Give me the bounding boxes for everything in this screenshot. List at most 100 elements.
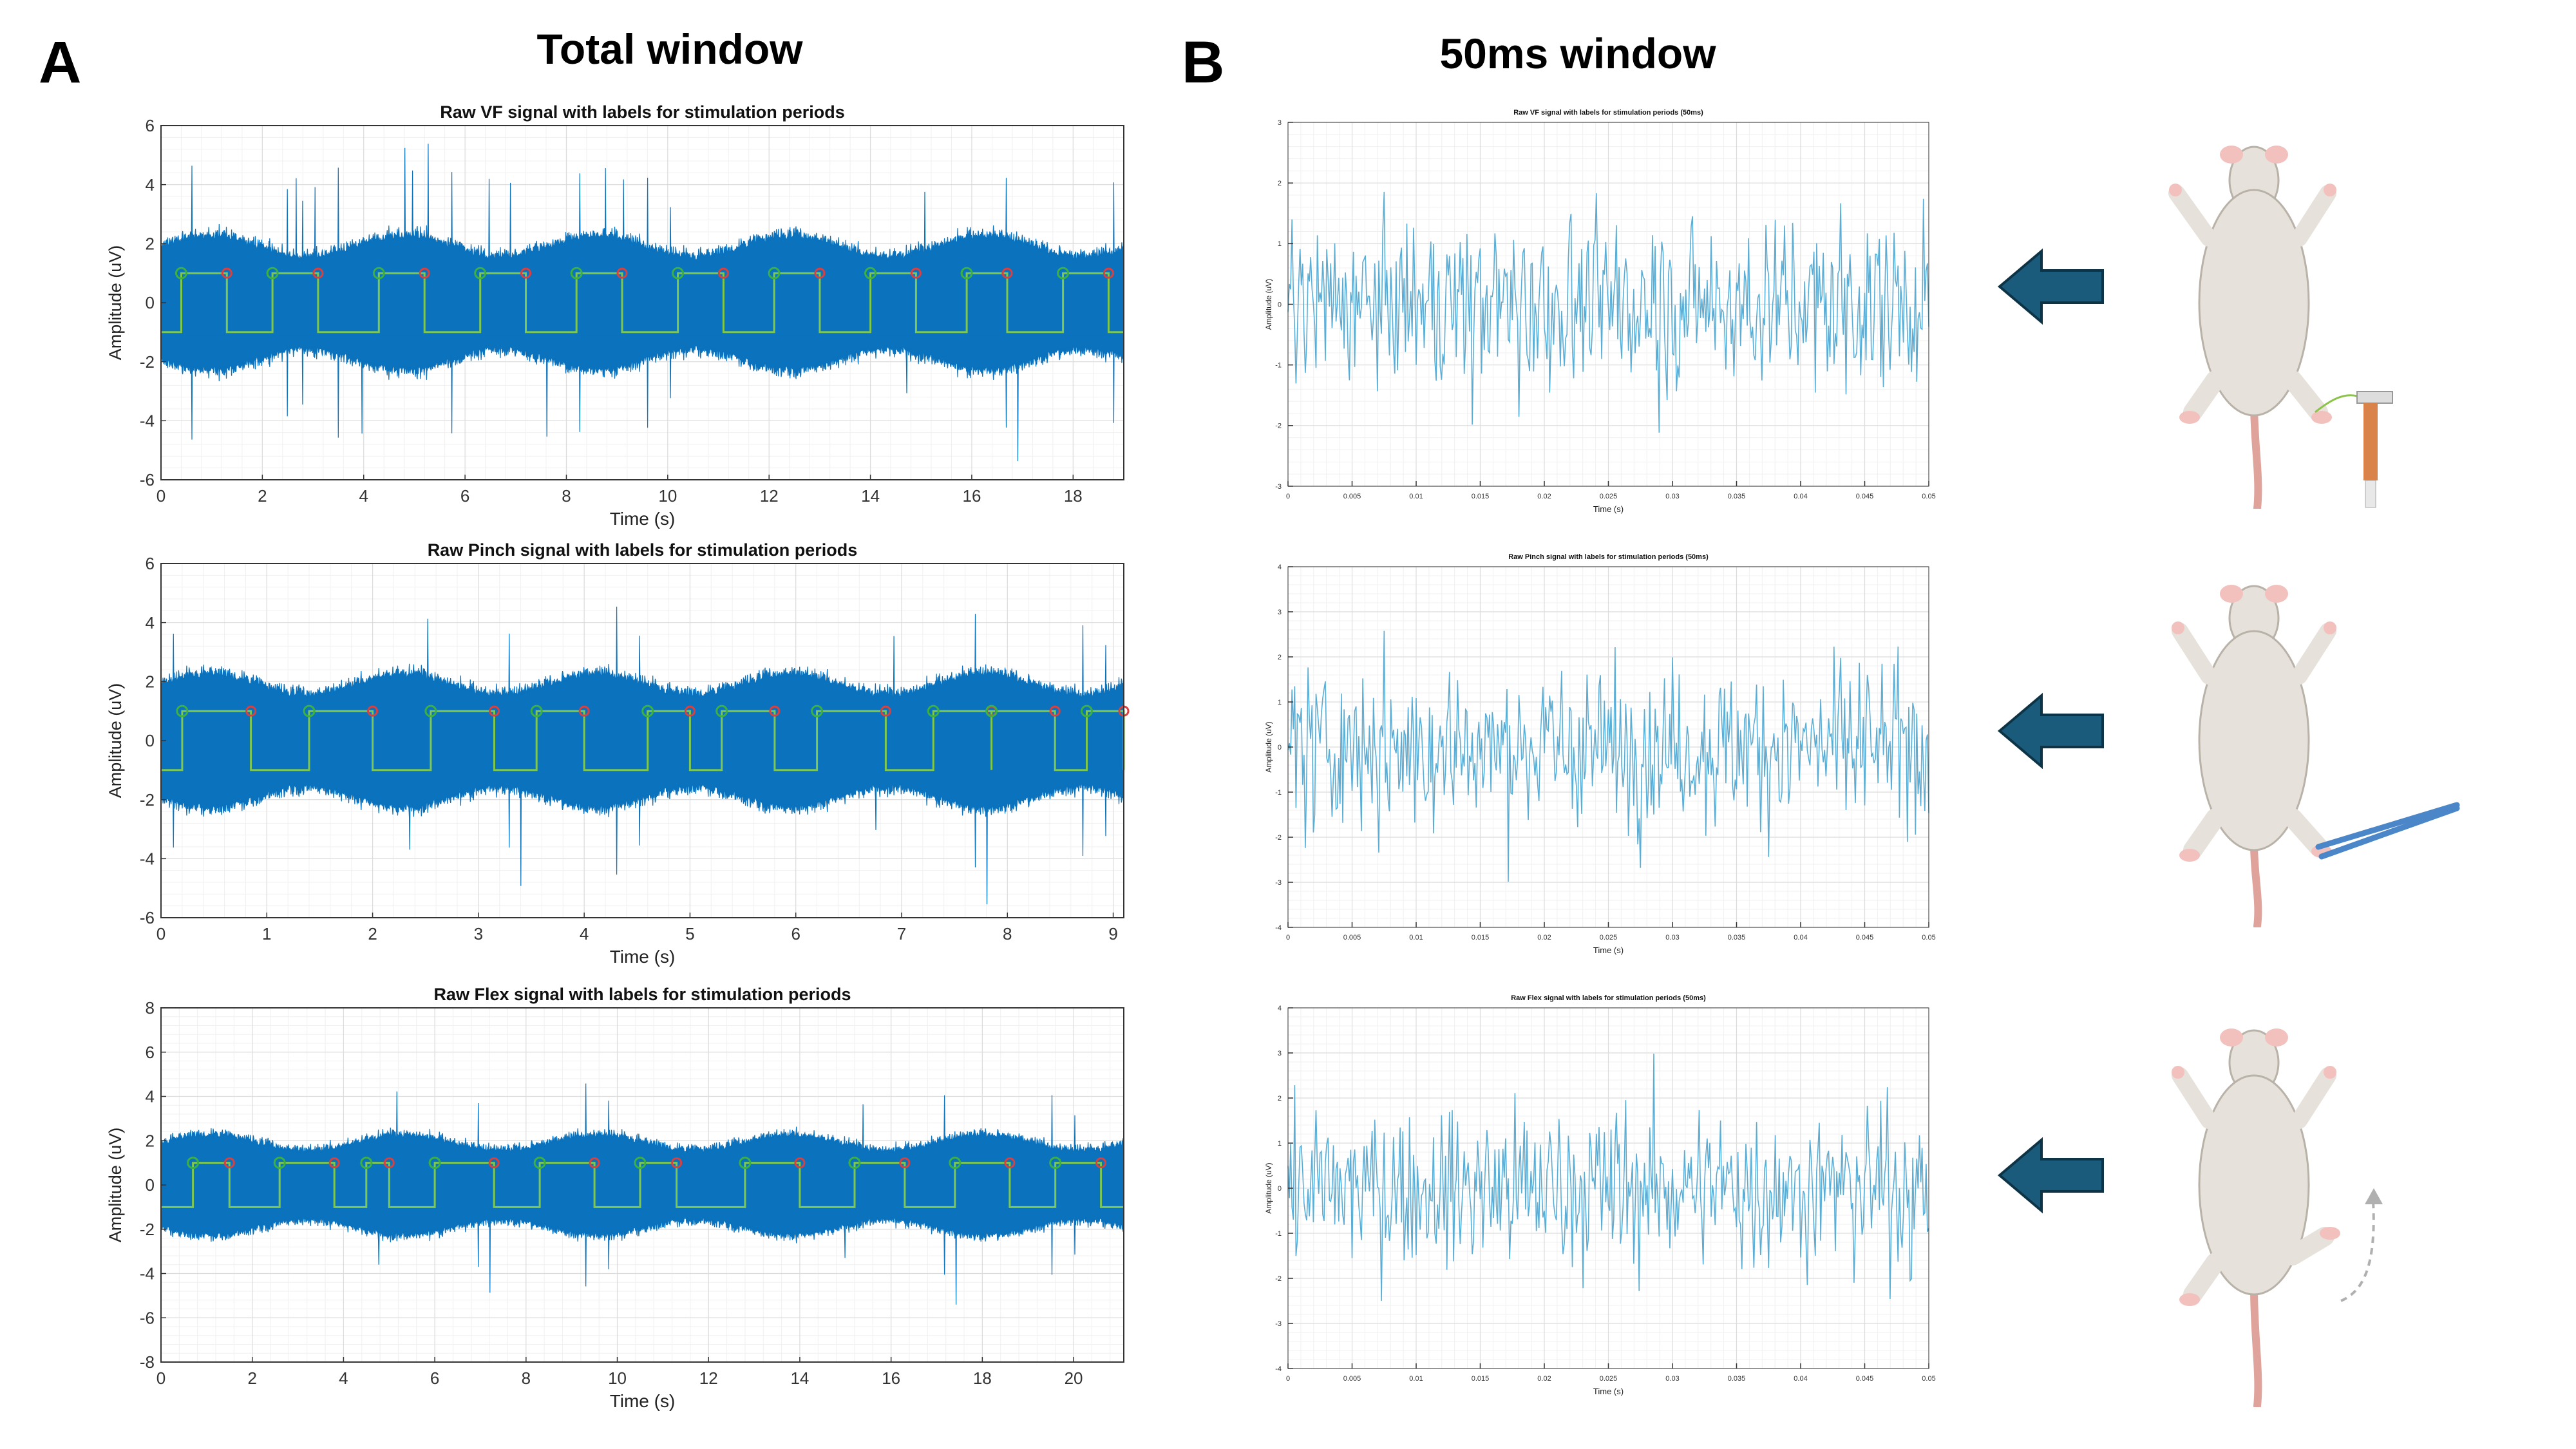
y-tick-label: 3 — [1278, 1050, 1282, 1057]
x-tick-label: 0.045 — [1856, 1375, 1874, 1383]
arrow-left-icon — [1997, 248, 2104, 325]
stim-start-marker — [641, 705, 654, 717]
stim-end-marker — [367, 705, 379, 717]
x-tick-label: 0.025 — [1600, 934, 1618, 942]
y-tick-label: 8 — [146, 998, 155, 1018]
x-tick-label: 0.035 — [1728, 934, 1746, 942]
x-tick-label: 1 — [262, 924, 271, 943]
plot-area — [161, 1008, 1124, 1362]
rat-with-flexed-hindlimb-icon — [2172, 1028, 2383, 1407]
stim-start-marker — [424, 705, 437, 717]
stim-end-marker — [1103, 267, 1114, 279]
stim-start-marker — [530, 705, 543, 717]
signal-core-band — [161, 1160, 1124, 1209]
stim-end-marker — [312, 267, 324, 279]
chart-title: Raw Flex signal with labels for stimulat… — [433, 985, 851, 1004]
panel-b-title: 50ms window — [1439, 30, 1716, 77]
x-tick-label: 4 — [339, 1368, 348, 1388]
x-tick-label: 16 — [882, 1368, 900, 1388]
stim-start-marker — [739, 1157, 752, 1170]
y-tick-label: -2 — [140, 352, 155, 372]
y-tick-label: 4 — [146, 613, 155, 632]
signal-trace — [1287, 1054, 1929, 1302]
y-tick-label: -4 — [1275, 924, 1282, 932]
x-tick-label: 0.04 — [1794, 1375, 1807, 1383]
x-tick-label: 0.05 — [1922, 1375, 1935, 1383]
stim-end-marker — [1095, 1157, 1107, 1169]
stim-end-marker — [1049, 705, 1061, 717]
y-axis-label: Amplitude (uV) — [106, 245, 125, 361]
stimulation-label-line — [161, 272, 1124, 334]
y-tick-label: -6 — [140, 908, 155, 927]
x-tick-label: 8 — [562, 486, 571, 506]
axes-box — [160, 1007, 1124, 1363]
signal-trace — [160, 606, 1124, 905]
axes-box — [1287, 566, 1929, 928]
x-tick-label: 0 — [1286, 1375, 1290, 1383]
stim-start-marker — [360, 1157, 373, 1170]
x-tick-label: 0.025 — [1600, 493, 1618, 500]
plot-area — [1288, 567, 1929, 927]
x-tick-label: 2 — [368, 924, 377, 943]
y-tick-label: -4 — [140, 849, 155, 868]
y-tick-label: -6 — [140, 1308, 155, 1327]
stim-end-marker — [899, 1157, 911, 1169]
stim-start-marker — [848, 1157, 861, 1170]
y-tick-label: -4 — [140, 1264, 155, 1283]
y-tick-label: 6 — [146, 116, 155, 135]
x-tick-label: 0.02 — [1537, 493, 1551, 500]
plot-area — [1288, 122, 1929, 486]
y-tick-label: 0 — [1278, 744, 1282, 752]
y-tick-label: 1 — [1278, 1140, 1282, 1148]
stim-end-marker — [910, 267, 922, 279]
y-tick-label: -1 — [1275, 362, 1282, 370]
x-tick-label: 10 — [608, 1368, 627, 1388]
x-tick-label: 10 — [658, 486, 677, 506]
stim-end-marker — [489, 705, 500, 717]
plot-area — [1288, 1008, 1929, 1368]
x-tick-label: 9 — [1108, 924, 1117, 943]
x-tick-label: 12 — [699, 1368, 718, 1388]
y-tick-label: 2 — [1278, 180, 1282, 187]
y-axis-label: Amplitude (uV) — [106, 683, 125, 799]
y-tick-label: 4 — [146, 175, 155, 194]
x-tick-label: 0.015 — [1472, 493, 1490, 500]
axes-box — [1287, 1007, 1929, 1369]
x-tick-label: 5 — [685, 924, 694, 943]
x-tick-label: 0.045 — [1856, 493, 1874, 500]
x-tick-label: 6 — [460, 486, 469, 506]
x-tick-label: 2 — [258, 486, 267, 506]
stim-start-marker — [1057, 267, 1070, 279]
x-tick-label: 0.015 — [1472, 1375, 1490, 1383]
stim-end-marker — [814, 267, 826, 279]
y-tick-label: -4 — [1275, 1365, 1282, 1373]
y-tick-label: 6 — [146, 554, 155, 573]
y-tick-label: -8 — [140, 1352, 155, 1372]
stim-start-marker — [1049, 1157, 1062, 1170]
x-tick-label: 7 — [897, 924, 906, 943]
x-tick-label: 20 — [1065, 1368, 1083, 1388]
stim-start-marker — [266, 267, 279, 279]
stim-start-marker — [715, 705, 728, 717]
x-axis-label: Time (s) — [1593, 504, 1624, 514]
stim-end-marker — [328, 1157, 340, 1169]
stim-end-marker — [1004, 1157, 1016, 1169]
stim-start-marker — [811, 705, 824, 717]
stim-start-marker — [1081, 705, 1093, 717]
stimulation-label-line — [161, 710, 1125, 772]
stim-start-marker — [949, 1157, 961, 1170]
x-tick-label: 0.045 — [1856, 934, 1874, 942]
y-tick-label: -2 — [140, 1220, 155, 1239]
plot-area — [161, 564, 1124, 918]
chart-title: Raw VF signal with labels for stimulatio… — [440, 102, 845, 122]
x-tick-label: 8 — [522, 1368, 531, 1388]
x-tick-label: 0.03 — [1665, 1375, 1679, 1383]
rat-with-forceps-pinch-icon — [2172, 585, 2460, 927]
y-tick-label: 1 — [1278, 699, 1282, 706]
y-tick-label: 4 — [1278, 1005, 1282, 1012]
arrow-left-icon — [1997, 1137, 2104, 1214]
stim-end-marker — [488, 1157, 500, 1169]
x-tick-label: 0.005 — [1343, 934, 1361, 942]
y-tick-label: -1 — [1275, 1230, 1282, 1238]
stim-start-marker — [372, 267, 385, 279]
